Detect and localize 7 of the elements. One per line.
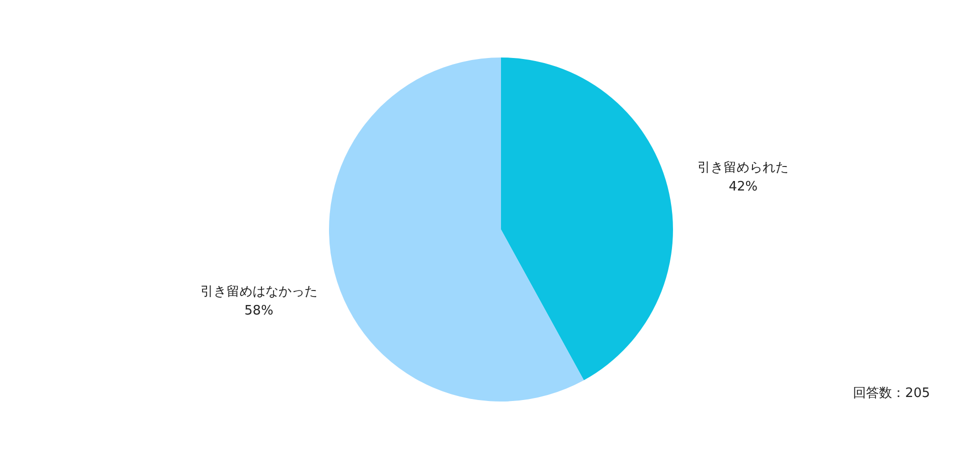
text: 回答数：205 — [853, 386, 930, 401]
pie-slice — [329, 58, 584, 402]
data-label: 58% — [244, 304, 274, 319]
slice-label: 引き留めはなかった — [200, 284, 318, 300]
data-label: 42% — [728, 179, 758, 194]
slice-label: 引き留められた — [698, 160, 789, 176]
pie-slice — [501, 58, 673, 380]
